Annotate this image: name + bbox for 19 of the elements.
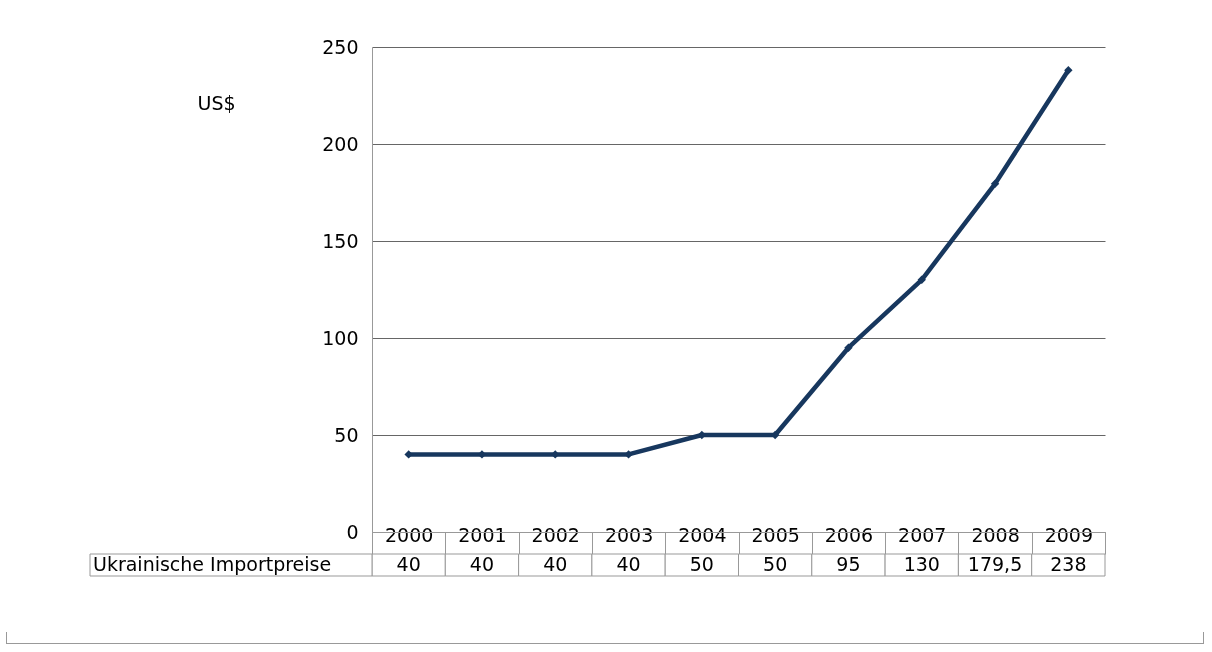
y-tick-label: 150 xyxy=(322,229,359,252)
y-tick-label: 250 xyxy=(322,35,359,58)
data-label: 40 xyxy=(543,553,568,575)
data-label: 50 xyxy=(763,553,788,575)
data-label: 179,5 xyxy=(967,553,1023,575)
y-tick-label: 200 xyxy=(322,132,359,155)
y-axis-title: US$ xyxy=(197,91,236,114)
data-label: 238 xyxy=(1050,553,1087,575)
text: Ukrainische Importpreise xyxy=(93,553,332,575)
x-tick-label: 2006 xyxy=(824,523,874,546)
data-label: 130 xyxy=(903,553,940,575)
y-tick-label: 50 xyxy=(334,423,359,446)
data-label: 40 xyxy=(396,553,421,575)
y-tick-label: 0 xyxy=(346,520,359,543)
data-label: 95 xyxy=(836,553,861,575)
data-label: 40 xyxy=(469,553,495,575)
data-label: 50 xyxy=(689,553,714,575)
data-label: 40 xyxy=(616,553,641,575)
y-tick-label: 100 xyxy=(322,326,359,349)
